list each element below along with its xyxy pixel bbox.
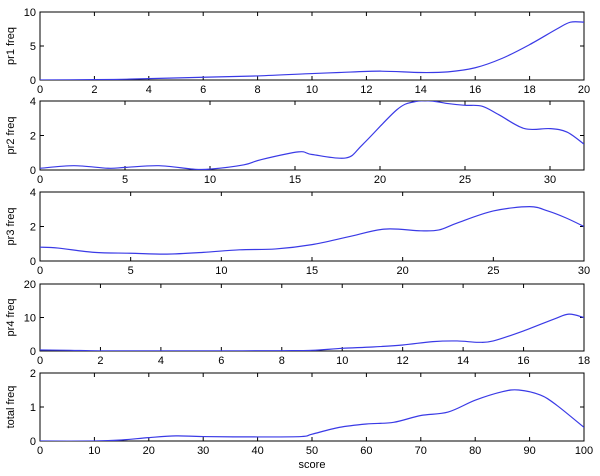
series-line-1 [40, 313, 584, 351]
axes-frame [39, 11, 585, 81]
subplot-5: 0 10 20 30 40 50 60 70 80 90 100 0 1 2 total freq score [5, 368, 593, 471]
x-tick-label: 40 [251, 445, 263, 457]
x-tick-label: 14 [457, 355, 469, 367]
y-axis-label: pr1 freq [5, 27, 17, 65]
series-line-1 [40, 206, 584, 255]
x-tick-label: 6 [200, 84, 206, 96]
x-tick-label: 16 [517, 355, 529, 367]
subplot-2: 0 5 10 15 20 25 30 0 2 4 pr2 freq [5, 96, 585, 186]
y-tick-label: 5 [30, 41, 36, 53]
y-axis-label: total freq [5, 386, 17, 429]
x-tick-label: 12 [360, 84, 372, 96]
x-tick-label: 14 [415, 84, 427, 96]
y-axis-label: pr4 freq [5, 299, 17, 337]
axes-frame [39, 100, 585, 171]
y-tick-label: 2 [30, 222, 36, 234]
axes-frame [39, 283, 585, 352]
y-tick-label: 0 [30, 75, 36, 87]
subplot-3: 0 5 10 15 20 25 30 0 2 4 pr3 freq [5, 187, 590, 277]
y-tick-label: 0 [30, 256, 36, 268]
x-tick-label: 15 [306, 265, 318, 277]
y-tick-label: 10 [24, 7, 36, 19]
y-tick-label: 4 [30, 96, 36, 108]
y-tick-label: 0 [30, 165, 36, 177]
x-tick-label: 10 [88, 445, 100, 457]
y-tick-label: 0 [30, 436, 36, 448]
x-tick-label: 50 [306, 445, 318, 457]
y-tick-label: 2 [30, 131, 36, 143]
x-tick-label: 8 [279, 355, 285, 367]
x-tick-label: 0 [37, 445, 43, 457]
x-tick-label: 60 [360, 445, 372, 457]
x-tick-label: 30 [197, 445, 209, 457]
y-tick-label: 1 [30, 402, 36, 414]
x-tick-label: 20 [397, 265, 409, 277]
x-tick-label: 5 [122, 174, 128, 186]
x-tick-label: 0 [37, 84, 43, 96]
x-tick-label: 12 [397, 355, 409, 367]
x-tick-label: 10 [215, 265, 227, 277]
x-tick-label: 18 [578, 355, 590, 367]
x-tick-label: 80 [469, 445, 481, 457]
x-tick-label: 25 [487, 265, 499, 277]
axes-frame [39, 191, 585, 262]
x-tick-label: 0 [37, 265, 43, 277]
y-tick-label: 10 [24, 313, 36, 325]
series-line-1 [40, 389, 584, 441]
subplot-1: 0 2 4 6 8 10 12 14 16 18 20 0 5 10 pr1 freq [5, 7, 590, 96]
x-tick-label: 0 [37, 355, 43, 367]
y-axis-label: pr2 freq [5, 117, 17, 155]
y-tick-label: 2 [30, 368, 36, 380]
x-tick-label: 100 [575, 445, 593, 457]
x-tick-label: 2 [97, 355, 103, 367]
axes-frame [39, 372, 585, 442]
x-tick-label: 16 [469, 84, 481, 96]
x-tick-label: 8 [255, 84, 261, 96]
x-tick-label: 0 [37, 174, 43, 186]
series-line-1 [40, 101, 584, 170]
x-tick-label: 90 [523, 445, 535, 457]
x-tick-label: 4 [146, 84, 152, 96]
x-tick-label: 20 [578, 84, 590, 96]
x-tick-label: 6 [218, 355, 224, 367]
x-tick-label: 2 [91, 84, 97, 96]
y-tick-label: 0 [30, 346, 36, 358]
x-tick-label: 20 [143, 445, 155, 457]
x-axis-label: score [299, 459, 326, 471]
y-tick-label: 4 [30, 187, 36, 199]
x-tick-label: 18 [523, 84, 535, 96]
x-tick-label: 70 [415, 445, 427, 457]
x-tick-label: 10 [204, 174, 216, 186]
y-axis-label: pr3 freq [5, 208, 17, 246]
x-tick-label: 10 [336, 355, 348, 367]
x-tick-label: 25 [459, 174, 471, 186]
x-tick-label: 20 [374, 174, 386, 186]
x-tick-label: 15 [289, 174, 301, 186]
x-tick-label: 10 [306, 84, 318, 96]
y-tick-label: 20 [24, 279, 36, 291]
x-tick-label: 30 [544, 174, 556, 186]
x-tick-label: 4 [158, 355, 164, 367]
subplot-4: 0 2 4 6 8 10 12 14 16 18 0 10 20 pr4 freq [5, 279, 590, 367]
x-tick-label: 30 [578, 265, 590, 277]
series-line-1 [40, 21, 584, 80]
x-tick-label: 5 [128, 265, 134, 277]
